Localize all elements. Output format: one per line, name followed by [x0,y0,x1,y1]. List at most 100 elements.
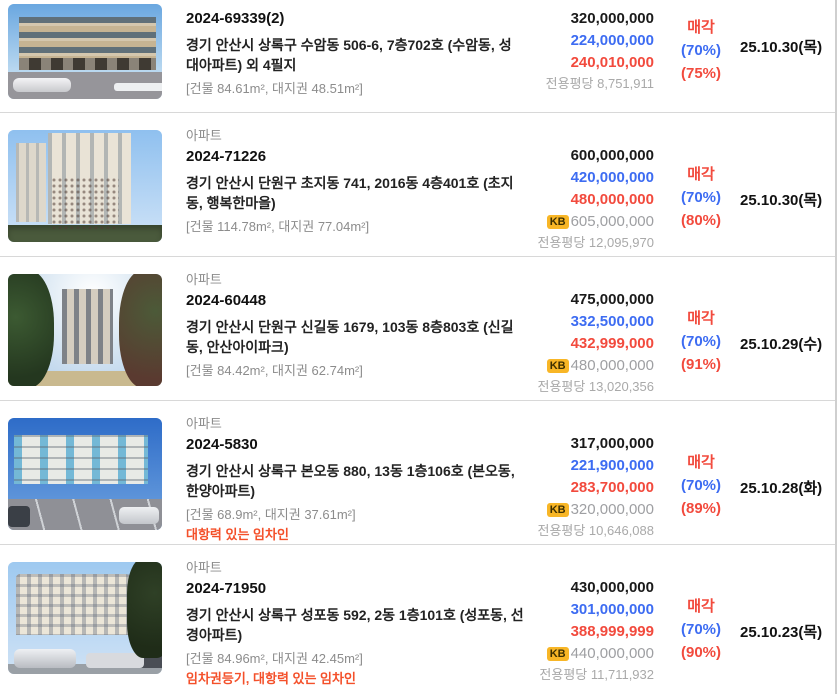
kb-price-line: KB 605,000,000 [526,211,654,233]
status-pct-min: (70%) [680,621,721,638]
status-pct-sold: (90%) [680,644,721,661]
appraised-price: 320,000,000 [570,10,654,27]
listing-address-link[interactable]: 경기 안산시 상록구 수암동 506-6, 7층702호 (수암동, 성대아파트… [186,37,512,73]
listing-address-link[interactable]: 경기 안산시 상록구 성포동 592, 2동 1층101호 (성포동, 선경아파… [186,607,524,643]
listing-address-link[interactable]: 경기 안산시 단원구 신길동 1679, 103동 8층803호 (신길동, 안… [186,319,514,355]
sale-date: 25.10.23(목) [740,624,823,641]
min-bid-price: 420,000,000 [570,169,654,186]
listing-photo[interactable] [8,130,162,242]
price-column: 430,000,000 301,000,000 388,999,999 KB 44… [526,545,654,694]
sale-date: 25.10.29(수) [740,336,823,353]
price-column: 317,000,000 221,900,000 283,700,000 KB 32… [526,401,654,544]
status-label: 매각 [687,310,715,327]
sale-date: 25.10.30(목) [740,192,823,209]
price-per-pyeong: 전용평당 12,095,970 [537,235,654,250]
listing-address-link[interactable]: 경기 안산시 상록구 본오동 880, 13동 1층106호 (본오동, 한양아… [186,463,515,499]
kb-price-line: KB 440,000,000 [526,643,654,665]
status-pct-min: (70%) [680,477,721,494]
listing-photo[interactable] [8,418,162,530]
status-column: 매각 (70%) (91%) [662,257,740,400]
appraised-price: 317,000,000 [570,435,654,452]
min-bid-price: 301,000,000 [570,601,654,618]
case-number-link[interactable]: 2024-71226 [186,148,267,165]
photo-detail-layer-2 [118,274,162,386]
listing-type-label: 아파트 [186,560,222,575]
photo-detail-layer [8,274,55,386]
status-pct-sold: (91%) [680,356,721,373]
status-column: 매각 (70%) (80%) [662,113,740,256]
price-per-pyeong: 전용평당 10,646,088 [537,523,654,538]
price-per-pyeong: 전용평당 11,711,932 [539,667,654,682]
status-label: 매각 [687,598,715,615]
area-info: [건물 84.61m², 대지권 48.51m²] [186,81,363,96]
sold-price: 240,010,000 [570,54,654,71]
case-number-link[interactable]: 2024-5830 [186,436,258,453]
sold-price: 480,000,000 [570,191,654,208]
area-info: [건물 114.78m², 대지권 77.04m²] [186,219,370,234]
kb-price-value: 320,000,000 [570,501,654,518]
listing-row[interactable]: 2024-69339(2) 경기 안산시 상록구 수암동 506-6, 7층70… [0,0,835,113]
listing-row[interactable]: 아파트 2024-5830 경기 안산시 상록구 본오동 880, 13동 1층… [0,401,835,545]
photo-ground-layer [18,58,156,71]
status-label: 매각 [687,166,715,183]
status-pct-sold: (75%) [680,65,721,82]
case-number-link[interactable]: 2024-71950 [186,580,267,597]
photo-building-layer [15,574,139,635]
kb-badge: KB [546,647,569,661]
listing-info: 아파트 2024-60448 경기 안산시 단원구 신길동 1679, 103동… [186,257,526,400]
listing-info: 2024-69339(2) 경기 안산시 상록구 수암동 506-6, 7층70… [186,0,526,112]
photo-detail-layer [8,225,162,242]
sold-price: 388,999,999 [570,623,654,640]
sold-price: 432,999,000 [570,335,654,352]
listing-row[interactable]: 아파트 2024-71950 경기 안산시 상록구 성포동 592, 2동 1층… [0,545,835,694]
min-bid-price: 221,900,000 [570,457,654,474]
listing-row[interactable]: 아파트 2024-71226 경기 안산시 단원구 초지동 741, 2016동… [0,113,835,257]
status-pct-sold: (80%) [680,212,721,229]
min-bid-price: 332,500,000 [570,313,654,330]
appraised-price: 430,000,000 [570,579,654,596]
listing-type-label: 아파트 [186,272,222,287]
status-pct-min: (70%) [680,42,721,59]
status-pct-min: (70%) [680,333,721,350]
status-label: 매각 [687,454,715,471]
listing-photo[interactable] [8,562,162,674]
listing-info: 아파트 2024-5830 경기 안산시 상록구 본오동 880, 13동 1층… [186,401,526,544]
listing-address-link[interactable]: 경기 안산시 단원구 초지동 741, 2016동 4층401호 (초지동, 행… [186,175,514,211]
photo-ground-layer [15,143,47,222]
listing-row[interactable]: 아파트 2024-60448 경기 안산시 단원구 신길동 1679, 103동… [0,257,835,401]
sale-date: 25.10.30(목) [740,39,823,56]
kb-price-value: 440,000,000 [570,645,654,662]
photo-ground-layer [8,663,162,674]
listing-type-label: 아파트 [186,128,222,143]
status-label: 매각 [687,19,715,36]
listing-photo[interactable] [8,274,162,386]
sold-price: 283,700,000 [570,479,654,496]
photo-building-layer [61,288,113,364]
price-column: 475,000,000 332,500,000 432,999,000 KB 48… [526,257,654,400]
appraised-price: 475,000,000 [570,291,654,308]
photo-detail-layer [14,649,76,669]
appraised-price: 600,000,000 [570,147,654,164]
listing-photo[interactable] [8,4,162,99]
status-column: 매각 (70%) (89%) [662,401,740,544]
kb-badge: KB [546,215,569,229]
photo-detail-layer-2 [8,506,30,527]
kb-price-value: 605,000,000 [570,213,654,230]
min-bid-price: 224,000,000 [570,32,654,49]
area-info: [건물 68.9m², 대지권 37.61m²] [186,507,356,522]
photo-building-layer [14,434,149,485]
photo-ground-layer [8,371,162,386]
tenant-warning: 대항력 있는 임차인 [186,527,289,542]
price-per-pyeong: 전용평당 8,751,911 [545,76,654,91]
price-column: 600,000,000 420,000,000 480,000,000 KB 60… [526,113,654,256]
kb-price-line: KB 480,000,000 [526,355,654,377]
photo-detail-layer-2 [126,562,162,659]
status-column: 매각 (70%) (75%) [662,0,740,112]
photo-detail-layer-2 [51,177,119,229]
photo-detail-layer-2 [12,78,72,93]
case-number-link[interactable]: 2024-60448 [186,292,267,309]
area-info: [건물 84.42m², 대지권 62.74m²] [186,363,363,378]
case-number-link[interactable]: 2024-69339(2) [186,10,285,27]
price-per-pyeong: 전용평당 13,020,356 [537,379,654,394]
